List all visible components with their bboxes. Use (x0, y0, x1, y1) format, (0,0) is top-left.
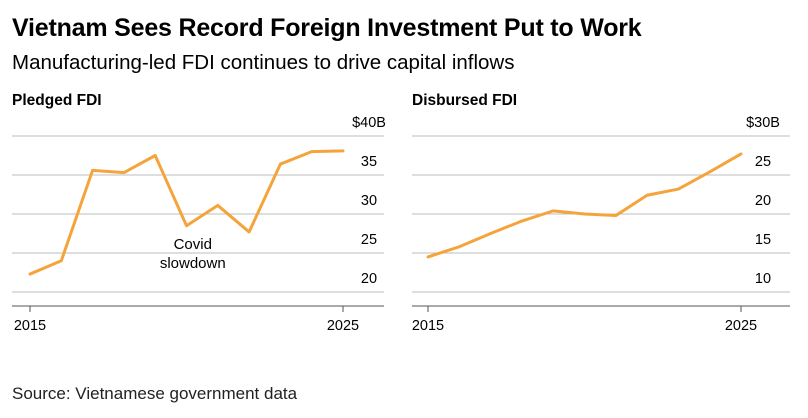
data-point (247, 230, 251, 234)
y-tick-label: 30 (361, 193, 377, 209)
x-tick-label: 2025 (327, 318, 359, 334)
data-point (154, 154, 157, 157)
y-tick-label: $30B (746, 115, 780, 131)
data-point (520, 219, 524, 223)
y-tick-label: 10 (755, 271, 771, 287)
data-point (489, 232, 492, 235)
data-point (28, 272, 32, 276)
data-point (310, 150, 313, 153)
data-point (185, 224, 188, 227)
data-point (122, 171, 126, 174)
source-note: Source: Vietnamese government data (12, 384, 298, 403)
data-point (458, 245, 461, 248)
data-point (708, 170, 711, 174)
data-point (677, 187, 680, 191)
data-point (279, 162, 282, 166)
data-point (341, 149, 345, 153)
annotation: Covid slowdown (160, 236, 226, 272)
data-point (739, 152, 743, 156)
page-subtitle: Manufacturing-led FDI continues to drive… (12, 51, 515, 74)
y-tick-label: 35 (361, 154, 377, 170)
y-tick-label: 20 (755, 193, 771, 209)
x-tick-label: 2015 (412, 318, 444, 334)
panel-title: Disbursed FDI (412, 92, 517, 109)
data-point (552, 209, 555, 213)
series-line (426, 152, 743, 259)
y-tick-label: 25 (361, 232, 377, 248)
y-tick-label: 15 (755, 232, 771, 248)
y-tick-label: 25 (755, 154, 771, 170)
x-tick-label: 2015 (14, 318, 46, 334)
y-tick-label: $40B (352, 115, 386, 131)
page-title: Vietnam Sees Record Foreign Investment P… (12, 14, 642, 42)
data-point (583, 212, 586, 216)
x-tick-label: 2025 (725, 318, 757, 334)
data-point (614, 214, 617, 217)
data-point (60, 259, 63, 262)
data-point (426, 255, 430, 259)
data-point (216, 204, 219, 207)
data-point (91, 169, 94, 172)
y-tick-label: 20 (361, 271, 377, 287)
data-point (645, 194, 649, 197)
panel-title: Pledged FDI (12, 92, 102, 109)
